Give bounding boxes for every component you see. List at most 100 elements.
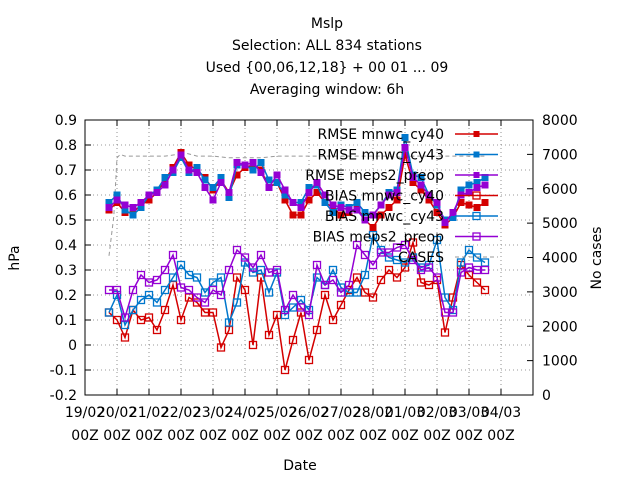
data-point: [361, 216, 369, 224]
data-point: [480, 285, 490, 295]
data-point: [392, 255, 402, 265]
x-tick-date: 25/02: [257, 405, 297, 421]
data-point: [464, 245, 474, 255]
y-tick-label: -0.2: [50, 388, 77, 404]
data-point: [217, 179, 225, 186]
data-point: [377, 211, 385, 219]
data-point: [385, 191, 393, 199]
data-point: [257, 159, 265, 166]
data-point: [433, 209, 441, 216]
legend-label: BIAS meps2_preop: [313, 230, 445, 246]
data-point: [433, 199, 441, 206]
legend-label: BIAS mnwc_cy40: [325, 189, 444, 205]
data-point: [120, 333, 130, 342]
data-point: [320, 290, 330, 300]
x-tick-hour: 00Z: [359, 428, 386, 444]
data-point: [384, 248, 394, 257]
x-axis-label: Date: [283, 458, 316, 474]
data-point: [456, 258, 466, 267]
x-tick-date: 19/02: [65, 405, 105, 421]
data-point: [232, 273, 242, 282]
data-point: [184, 270, 194, 280]
data-point: [152, 298, 162, 307]
x-tick-hour: 00Z: [391, 428, 418, 444]
data-point: [272, 265, 282, 275]
data-point: [409, 174, 417, 181]
data-point: [392, 273, 402, 282]
data-point: [393, 196, 401, 204]
x-tick-hour: 00Z: [455, 428, 482, 444]
data-point: [208, 285, 218, 295]
x-axis: 19/02 00Z 20/02 00Z 21/02 00Z 22/02 00Z 23/02 00Z…: [65, 120, 521, 444]
data-point: [161, 181, 169, 189]
data-point: [104, 285, 114, 295]
data-point: [312, 325, 322, 335]
data-point: [241, 161, 249, 169]
legend-label: RMSE mnwc_cy43: [318, 148, 444, 164]
data-point: [424, 280, 434, 290]
y-tick-label: -0.1: [50, 363, 77, 379]
data-point: [328, 265, 338, 275]
data-point: [144, 290, 154, 300]
data-point: [232, 298, 242, 307]
data-point: [256, 265, 266, 275]
legend-label: RMSE meps2_preop: [305, 168, 444, 184]
x-tick-date: 04/03: [481, 405, 521, 421]
data-point: [289, 199, 297, 206]
data-point: [216, 273, 226, 282]
x-tick-hour: 00Z: [327, 428, 354, 444]
data-point: [129, 211, 137, 219]
data-point: [297, 204, 305, 211]
data-point: [425, 191, 433, 199]
legend-entry: RMSE mnwc_cy43: [318, 148, 498, 164]
data-point: [416, 278, 426, 287]
data-point: [361, 209, 369, 216]
data-point: [216, 290, 226, 300]
data-point: [112, 315, 122, 325]
y-tick-label: 0.6: [55, 188, 77, 204]
data-point: [432, 235, 442, 245]
data-point: [232, 245, 242, 255]
data-point: [153, 189, 161, 196]
title-line-3: Used {00,06,12,18} + 00 01 ... 09: [206, 60, 449, 76]
data-point: [224, 318, 234, 327]
data-point: [352, 273, 362, 282]
y2-tick-label: 1000: [542, 354, 578, 370]
data-point: [128, 305, 138, 315]
data-point: [168, 273, 178, 282]
data-point: [168, 250, 178, 260]
y2-tick-label: 3000: [542, 285, 578, 301]
data-point: [393, 189, 401, 196]
data-point: [120, 313, 130, 322]
data-point: [249, 166, 257, 174]
data-point: [201, 176, 209, 184]
data-point: [464, 263, 474, 272]
data-point: [184, 285, 194, 295]
data-point: [400, 258, 410, 267]
data-point: [248, 263, 258, 272]
data-point: [280, 305, 290, 315]
y-axis-label: hPa: [7, 245, 23, 270]
data-point: [177, 151, 185, 159]
data-point: [368, 293, 378, 302]
data-point: [272, 310, 282, 320]
data-point: [128, 285, 138, 295]
x-tick-hour: 00Z: [135, 428, 162, 444]
data-point: [360, 288, 370, 297]
data-point: [208, 308, 218, 317]
data-point: [192, 298, 202, 307]
legend-marker: [473, 131, 480, 137]
data-point: [161, 174, 169, 181]
legend-marker: [472, 191, 481, 200]
data-point: [240, 253, 250, 262]
data-point: [129, 204, 137, 211]
data-point: [416, 265, 426, 275]
data-point: [408, 238, 418, 247]
data-point: [185, 166, 193, 174]
data-point: [360, 250, 370, 260]
data-point: [321, 191, 329, 199]
x-tick-date: 27/02: [321, 405, 361, 421]
series-line: [109, 243, 485, 321]
data-point: [432, 273, 442, 282]
data-point: [256, 250, 266, 260]
